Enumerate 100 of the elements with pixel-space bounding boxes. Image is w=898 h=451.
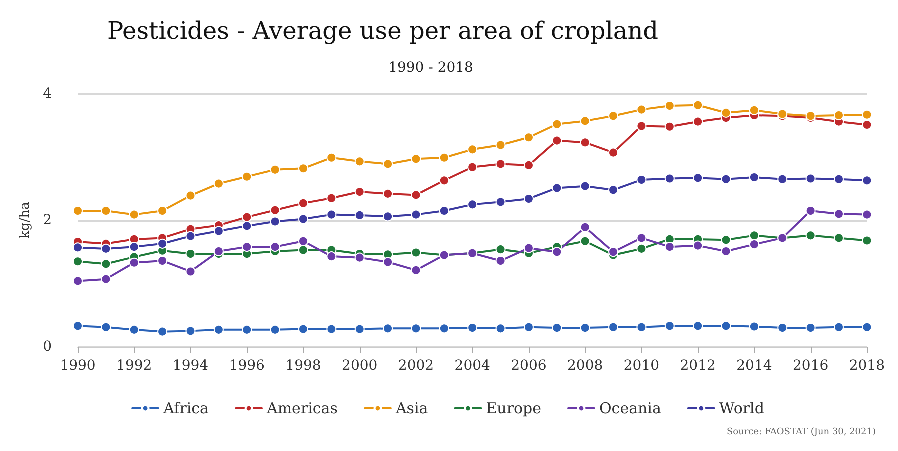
y-tick-label: 0 <box>43 339 52 355</box>
point <box>580 138 590 148</box>
point <box>383 212 394 222</box>
point <box>73 256 83 267</box>
y-axis-title: kg/ha <box>18 202 34 239</box>
source-note: Source: FAOSTAT (Jun 30, 2021) <box>727 428 876 438</box>
legend-label: Africa <box>162 400 210 418</box>
point <box>383 188 394 199</box>
point <box>524 194 534 204</box>
point <box>326 152 337 163</box>
point <box>496 244 506 255</box>
x-tick-label: 2012 <box>680 358 716 374</box>
point <box>580 222 590 232</box>
point <box>186 231 196 242</box>
point <box>214 246 224 256</box>
legend-label: Americas <box>266 400 338 418</box>
point <box>834 322 844 332</box>
point <box>721 174 732 184</box>
point <box>468 162 478 172</box>
point <box>580 181 590 192</box>
point <box>496 159 506 170</box>
point <box>214 226 224 236</box>
legend-label: Europe <box>486 400 542 418</box>
point <box>298 198 308 208</box>
point <box>664 122 675 132</box>
point <box>664 242 675 252</box>
point <box>636 121 647 132</box>
point <box>242 212 252 222</box>
point <box>749 322 760 332</box>
point <box>439 206 450 216</box>
point <box>721 235 732 246</box>
point <box>214 324 224 335</box>
point <box>411 190 422 200</box>
x-tick-label: 2016 <box>792 358 829 374</box>
point <box>664 174 675 184</box>
point <box>834 174 844 184</box>
point <box>693 116 704 127</box>
point <box>326 193 337 204</box>
point <box>608 322 619 332</box>
point <box>101 274 112 284</box>
point <box>270 324 280 335</box>
point <box>862 236 872 246</box>
point <box>270 216 280 227</box>
point <box>101 322 112 332</box>
point <box>608 148 619 158</box>
x-tick-label: 2018 <box>849 358 886 374</box>
point <box>496 256 506 266</box>
point <box>552 183 562 194</box>
point <box>354 252 365 263</box>
x-tick-label: 2010 <box>624 358 660 374</box>
point <box>158 238 168 249</box>
point <box>411 210 422 220</box>
point <box>73 242 83 253</box>
x-tick-label: 2008 <box>568 358 604 374</box>
x-tick-label: 2004 <box>454 358 490 374</box>
point <box>580 116 590 126</box>
point <box>411 265 422 276</box>
point <box>214 178 224 189</box>
point <box>270 242 280 252</box>
x-tick-label: 2014 <box>736 358 772 374</box>
point <box>862 120 872 130</box>
chart-title: Pesticides - Average use per area of cropland <box>107 17 659 45</box>
point <box>270 205 280 216</box>
point <box>158 206 168 216</box>
point <box>298 236 308 246</box>
point <box>664 101 675 112</box>
point <box>749 230 760 241</box>
point <box>693 321 704 332</box>
point <box>129 242 140 252</box>
point <box>778 323 788 334</box>
point <box>608 185 619 196</box>
point <box>834 233 844 244</box>
x-tick-label: 2000 <box>342 358 378 374</box>
point <box>806 230 816 241</box>
point <box>778 174 788 184</box>
legend-label: Oceania <box>600 400 662 418</box>
point <box>298 164 308 174</box>
point <box>862 322 872 332</box>
point <box>806 206 816 216</box>
point <box>101 206 112 216</box>
point <box>693 240 704 251</box>
legend-label: Asia <box>394 400 428 418</box>
point <box>496 140 506 150</box>
point <box>862 110 872 120</box>
point <box>439 152 450 163</box>
point <box>580 236 590 246</box>
point <box>354 210 365 220</box>
point <box>749 172 760 182</box>
x-tick-label: 2006 <box>511 358 547 374</box>
point <box>806 323 816 334</box>
x-tick-label: 1998 <box>286 358 322 374</box>
point <box>354 324 365 334</box>
y-tick-label: 4 <box>43 86 52 102</box>
point <box>524 243 534 254</box>
point <box>468 323 478 334</box>
point <box>468 200 478 210</box>
point <box>411 154 422 164</box>
point <box>242 242 252 252</box>
point <box>326 252 337 262</box>
point <box>242 221 252 232</box>
